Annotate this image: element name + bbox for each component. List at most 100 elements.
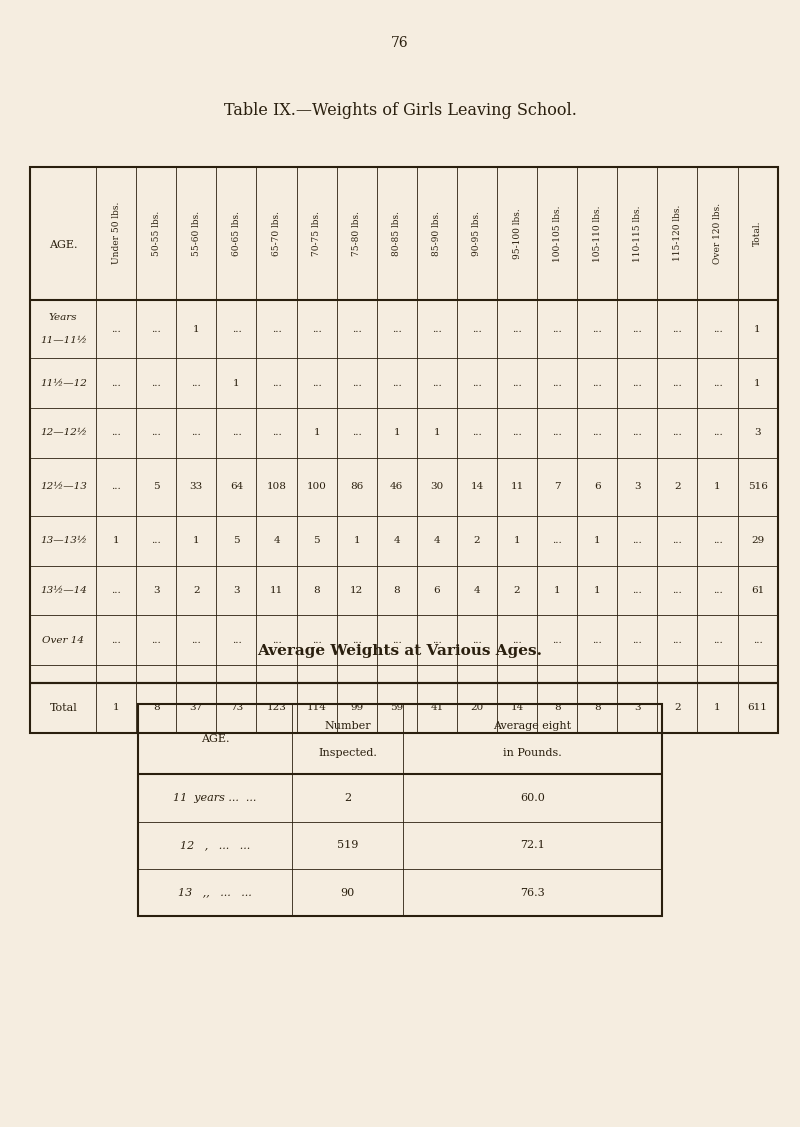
Text: ...: ...	[352, 428, 362, 437]
Text: 8: 8	[594, 703, 601, 712]
Text: 2: 2	[193, 586, 200, 595]
Text: ...: ...	[753, 636, 762, 645]
Text: ...: ...	[191, 379, 202, 388]
Text: ...: ...	[111, 482, 121, 491]
Text: ...: ...	[272, 428, 282, 437]
Text: ...: ...	[472, 379, 482, 388]
Text: ...: ...	[713, 636, 722, 645]
Text: 1: 1	[113, 703, 119, 712]
Text: ...: ...	[151, 428, 161, 437]
Text: ...: ...	[552, 325, 562, 334]
Text: Number: Number	[324, 721, 371, 730]
Text: 110-115 lbs.: 110-115 lbs.	[633, 205, 642, 261]
Text: ...: ...	[352, 325, 362, 334]
Text: ...: ...	[713, 325, 722, 334]
Text: ...: ...	[592, 636, 602, 645]
Text: ...: ...	[111, 325, 121, 334]
Text: ...: ...	[552, 428, 562, 437]
Text: Over 120 lbs.: Over 120 lbs.	[713, 203, 722, 264]
Text: 75-80 lbs.: 75-80 lbs.	[352, 211, 362, 256]
Text: ...: ...	[231, 636, 242, 645]
Text: 12   ,   ...   ...: 12 , ... ...	[180, 841, 250, 850]
Text: ...: ...	[673, 379, 682, 388]
Text: ...: ...	[472, 636, 482, 645]
Text: ...: ...	[111, 636, 121, 645]
Text: 59: 59	[390, 703, 403, 712]
Text: Over 14: Over 14	[42, 636, 84, 645]
Text: ...: ...	[633, 428, 642, 437]
Text: 3: 3	[634, 482, 641, 491]
Text: 14: 14	[510, 703, 524, 712]
Text: 11: 11	[270, 586, 283, 595]
Text: 1: 1	[193, 536, 200, 545]
Text: ...: ...	[673, 428, 682, 437]
Text: ...: ...	[191, 428, 202, 437]
Text: 4: 4	[474, 586, 480, 595]
Text: ...: ...	[151, 379, 161, 388]
Text: ...: ...	[512, 325, 522, 334]
Text: 86: 86	[350, 482, 363, 491]
Text: 516: 516	[748, 482, 767, 491]
Text: ...: ...	[512, 379, 522, 388]
Text: Average Weights at Various Ages.: Average Weights at Various Ages.	[258, 645, 542, 658]
Text: 100: 100	[306, 482, 326, 491]
Text: 13   ,,   ...   ...: 13 ,, ... ...	[178, 888, 252, 897]
Text: 1: 1	[193, 325, 200, 334]
Text: Years: Years	[49, 313, 78, 322]
Text: ...: ...	[633, 379, 642, 388]
Text: ...: ...	[633, 325, 642, 334]
Text: ...: ...	[392, 379, 402, 388]
Text: 99: 99	[350, 703, 363, 712]
Text: 70-75 lbs.: 70-75 lbs.	[312, 211, 321, 256]
Text: in Pounds.: in Pounds.	[503, 748, 562, 757]
Text: ...: ...	[673, 536, 682, 545]
Text: ...: ...	[432, 379, 442, 388]
Text: ...: ...	[673, 636, 682, 645]
Text: 8: 8	[153, 703, 159, 712]
Text: 123: 123	[266, 703, 286, 712]
Text: 7: 7	[554, 482, 561, 491]
Text: ...: ...	[552, 636, 562, 645]
Text: 1: 1	[314, 428, 320, 437]
Text: 11½—12: 11½—12	[40, 379, 86, 388]
Text: 76.3: 76.3	[520, 888, 545, 897]
Text: 1: 1	[714, 482, 721, 491]
Text: ...: ...	[713, 536, 722, 545]
Text: 5: 5	[314, 536, 320, 545]
Text: 2: 2	[514, 586, 520, 595]
Text: ...: ...	[111, 428, 121, 437]
Text: ...: ...	[392, 636, 402, 645]
Text: 85-90 lbs.: 85-90 lbs.	[432, 211, 442, 256]
Text: ...: ...	[231, 428, 242, 437]
Text: 90: 90	[340, 888, 354, 897]
Text: ...: ...	[592, 428, 602, 437]
Text: ...: ...	[512, 636, 522, 645]
Text: 76: 76	[391, 36, 409, 50]
Text: ...: ...	[673, 325, 682, 334]
Text: ...: ...	[713, 428, 722, 437]
Text: 1: 1	[754, 325, 761, 334]
Text: 3: 3	[153, 586, 159, 595]
Text: 37: 37	[190, 703, 203, 712]
Text: ...: ...	[592, 379, 602, 388]
Text: 30: 30	[430, 482, 443, 491]
Text: 108: 108	[266, 482, 286, 491]
Text: ...: ...	[633, 586, 642, 595]
Text: 33: 33	[190, 482, 203, 491]
Text: ...: ...	[592, 325, 602, 334]
Text: 5: 5	[233, 536, 240, 545]
Text: 20: 20	[470, 703, 483, 712]
Text: 4: 4	[434, 536, 440, 545]
Text: ...: ...	[272, 379, 282, 388]
Text: ...: ...	[352, 636, 362, 645]
Text: 2: 2	[344, 793, 351, 802]
Text: ...: ...	[272, 636, 282, 645]
Text: 3: 3	[754, 428, 761, 437]
Text: 2: 2	[474, 536, 480, 545]
Text: ...: ...	[312, 636, 322, 645]
Text: 14: 14	[470, 482, 483, 491]
Text: 12½—13: 12½—13	[40, 482, 86, 491]
Bar	[30, 167, 778, 733]
Text: 105-110 lbs.: 105-110 lbs.	[593, 205, 602, 261]
Text: 115-120 lbs.: 115-120 lbs.	[673, 205, 682, 261]
